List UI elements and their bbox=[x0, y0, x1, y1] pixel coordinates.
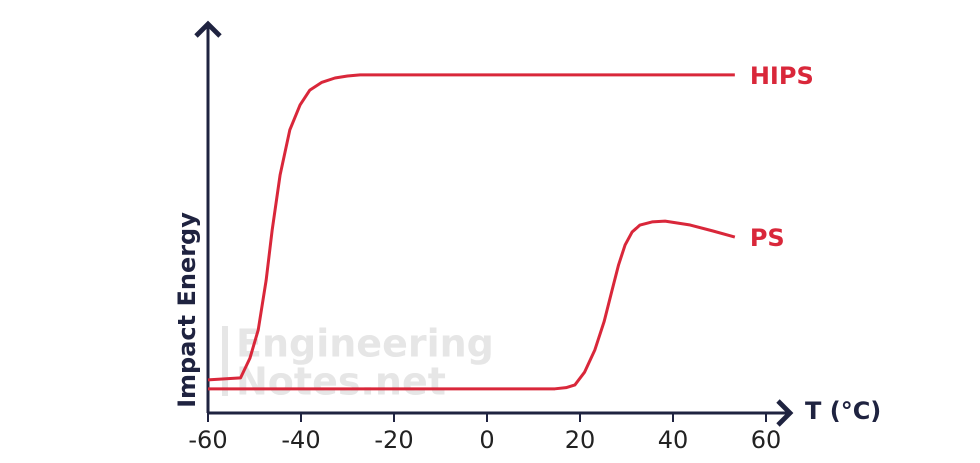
watermark: Engineering Notes.net bbox=[222, 322, 494, 404]
x-axis-label: T (°C) bbox=[805, 397, 881, 425]
watermark-text: Notes.net bbox=[236, 360, 446, 404]
series-label: PS bbox=[750, 224, 785, 252]
x-tick-label: -20 bbox=[374, 426, 413, 454]
watermark-bar bbox=[222, 326, 228, 396]
x-tick-label: 60 bbox=[751, 426, 782, 454]
x-tick-label: 40 bbox=[658, 426, 689, 454]
x-tick-label: 20 bbox=[565, 426, 596, 454]
x-tick-label: 0 bbox=[479, 426, 494, 454]
line bbox=[207, 73, 735, 382]
x-tick-label: -40 bbox=[281, 426, 320, 454]
line bbox=[208, 219, 736, 391]
x-tick-label: -60 bbox=[188, 426, 227, 454]
series-label: HIPS bbox=[750, 62, 814, 90]
watermark-text: Engineering bbox=[236, 322, 494, 366]
y-axis-label: Impact Energy bbox=[173, 212, 201, 408]
